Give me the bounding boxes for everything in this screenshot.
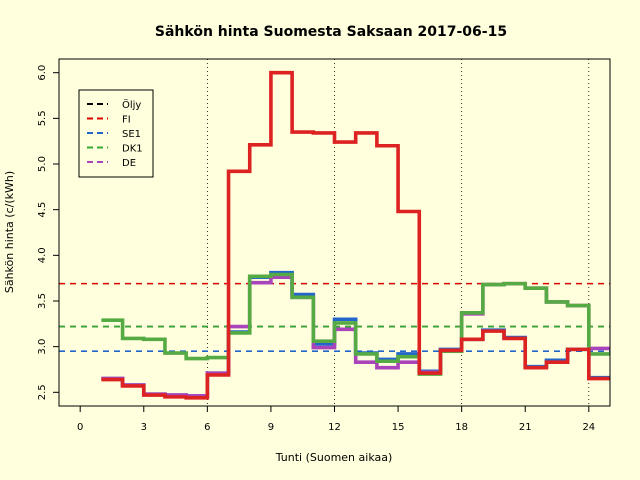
series-layer bbox=[101, 70, 610, 400]
y-tick-label: 4.5 bbox=[37, 202, 48, 218]
y-tick-label: 4.0 bbox=[37, 247, 48, 263]
x-tick-label: 18 bbox=[455, 422, 468, 433]
x-axis-label: Tunti (Suomen aikaa) bbox=[275, 451, 393, 464]
y-tick-label: 5.5 bbox=[37, 110, 48, 126]
chart-title: Sähkön hinta Suomesta Saksaan 2017-06-15 bbox=[155, 24, 507, 40]
x-tick-label: 0 bbox=[77, 422, 83, 433]
x-tick-label: 24 bbox=[582, 422, 595, 433]
legend-label: Öljy bbox=[122, 98, 141, 111]
x-tick-label: 15 bbox=[392, 422, 405, 433]
y-tick-label: 5.0 bbox=[37, 156, 48, 172]
x-tick-label: 6 bbox=[204, 422, 210, 433]
y-tick-label: 2.5 bbox=[37, 384, 48, 400]
legend: Öljy FI SE1 DK1 DE bbox=[78, 89, 154, 178]
y-tick-label: 3.5 bbox=[37, 293, 48, 309]
series-line-dk1 bbox=[101, 272, 610, 376]
legend-label: DK1 bbox=[122, 144, 143, 155]
y-axis-label: Sähkön hinta (c/(kWh) bbox=[3, 171, 16, 293]
axes-layer: 0 3 6 9 12 15 18 21 24 2.5 3.0 3.5 4.0 4.5 5.0 5.5 6.0 bbox=[37, 65, 595, 433]
y-tick-label: 3.0 bbox=[37, 339, 48, 355]
x-tick-label: 3 bbox=[141, 422, 147, 433]
legend-label: DE bbox=[122, 158, 136, 169]
x-tick-label: 12 bbox=[328, 422, 341, 433]
series-line-fi bbox=[101, 70, 610, 400]
legend-label: SE1 bbox=[122, 129, 141, 140]
y-tick-label: 6.0 bbox=[37, 65, 48, 81]
x-tick-label: 21 bbox=[519, 422, 532, 433]
x-tick-label: 9 bbox=[268, 422, 274, 433]
legend-label: FI bbox=[122, 115, 131, 126]
